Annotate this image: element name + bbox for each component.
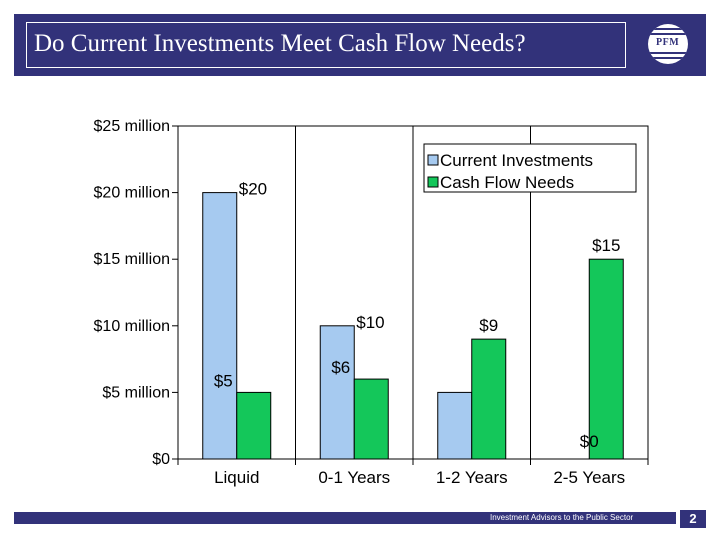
logo-text: PFM — [656, 37, 680, 48]
bar-current-investments — [202, 192, 238, 460]
bar-cash-flow-needs — [471, 338, 507, 460]
data-label: $9 — [479, 316, 498, 335]
pfm-logo-icon: PFM — [648, 24, 688, 64]
slide-title: Do Current Investments Meet Cash Flow Ne… — [34, 30, 526, 57]
y-tick-label: $0 — [152, 451, 170, 468]
x-tick-label: Liquid — [214, 468, 259, 487]
legend-label: Current Investments — [440, 151, 593, 170]
footer-bar — [14, 512, 676, 524]
footer-text: Investment Advisors to the Public Sector — [490, 513, 634, 522]
y-tick-label: $25 million — [94, 118, 170, 135]
legend-swatch — [427, 176, 439, 188]
title-frame — [26, 22, 626, 68]
bar-cash-flow-needs — [588, 258, 624, 460]
y-tick-label: $5 million — [102, 384, 170, 401]
bar-cash-flow-needs — [353, 378, 389, 460]
title-band — [14, 14, 706, 76]
data-label: $10 — [356, 313, 384, 332]
data-label: $5 — [214, 371, 233, 390]
data-label: $6 — [331, 358, 350, 377]
x-tick-label: 0-1 Years — [318, 468, 390, 487]
x-tick-label: 2-5 Years — [553, 468, 625, 487]
y-tick-label: $20 million — [94, 185, 170, 202]
data-label: $15 — [592, 236, 620, 255]
bar-current-investments — [319, 325, 355, 460]
data-label: $20 — [239, 180, 267, 199]
bar-cash-flow-needs — [236, 391, 272, 460]
legend-label: Cash Flow Needs — [440, 173, 574, 192]
bar-current-investments — [437, 391, 473, 460]
legend-swatch — [427, 154, 439, 166]
legend-box — [423, 143, 637, 193]
y-tick-label: $15 million — [94, 251, 170, 268]
y-tick-label: $10 million — [94, 318, 170, 335]
x-tick-label: 1-2 Years — [436, 468, 508, 487]
page-number: 2 — [680, 510, 706, 528]
data-label-zero: $0 — [580, 432, 599, 451]
